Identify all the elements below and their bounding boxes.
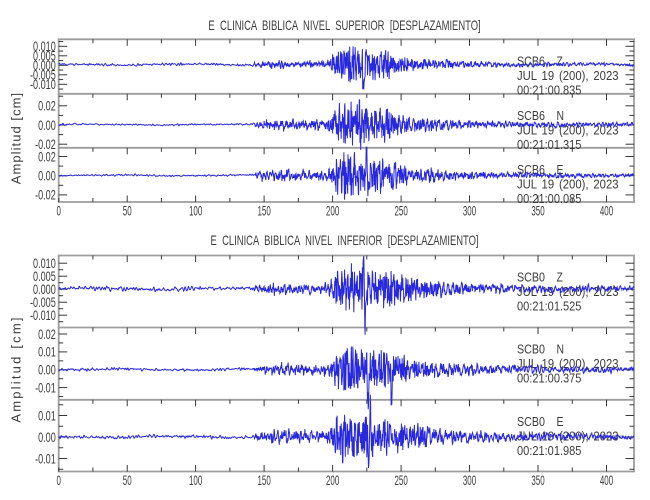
- svg-text:250: 250: [394, 474, 407, 489]
- svg-text:0.005: 0.005: [33, 48, 56, 65]
- svg-text:0.01: 0.01: [38, 344, 56, 361]
- svg-text:150: 150: [257, 204, 270, 219]
- svg-text:100: 100: [189, 204, 202, 219]
- svg-text:00:21:00.375: 00:21:00.375: [517, 371, 582, 386]
- svg-text:Amplitud [cm]: Amplitud [cm]: [9, 315, 24, 422]
- svg-text:E CLINICA BIBLICA NIVEL SUPERI: E CLINICA BIBLICA NIVEL SUPERIOR [DESPLA…: [208, 18, 480, 33]
- svg-text:100: 100: [189, 474, 202, 489]
- svg-text:00:21:01.985: 00:21:01.985: [517, 443, 582, 458]
- svg-text:0.02: 0.02: [38, 98, 56, 115]
- svg-text:0.010: 0.010: [33, 38, 56, 55]
- svg-text:-0.010: -0.010: [30, 76, 56, 93]
- svg-text:300: 300: [463, 204, 476, 219]
- svg-text:0.000: 0.000: [33, 281, 56, 298]
- svg-text:0.00: 0.00: [38, 429, 56, 446]
- svg-text:JUL 19 (200), 2023: JUL 19 (200), 2023: [517, 177, 619, 192]
- svg-text:0.005: 0.005: [33, 268, 56, 285]
- svg-text:0: 0: [56, 204, 60, 219]
- svg-text:350: 350: [531, 204, 544, 219]
- svg-text:200: 200: [326, 474, 339, 489]
- svg-text:SCB6: SCB6: [517, 162, 545, 177]
- svg-text:JUL 19 (200), 2023: JUL 19 (200), 2023: [517, 284, 619, 299]
- svg-text:SCB6: SCB6: [517, 53, 545, 68]
- svg-text:00:21:01.315: 00:21:01.315: [517, 137, 582, 152]
- svg-text:250: 250: [394, 204, 407, 219]
- svg-text:E CLINICA BIBLICA NIVEL INFERI: E CLINICA BIBLICA NIVEL INFERIOR [DESPLA…: [210, 234, 478, 249]
- svg-text:00:21:00.085: 00:21:00.085: [517, 191, 582, 206]
- svg-text:N: N: [557, 343, 565, 357]
- svg-text:Amplitud [cm]: Amplitud [cm]: [9, 92, 24, 184]
- svg-text:-0.005: -0.005: [30, 67, 56, 84]
- svg-text:-0.02: -0.02: [35, 187, 56, 204]
- svg-text:200: 200: [326, 204, 339, 219]
- svg-text:0.000: 0.000: [33, 57, 56, 74]
- svg-text:SCB0: SCB0: [517, 270, 545, 285]
- svg-text:JUL 19 (200), 2023: JUL 19 (200), 2023: [517, 68, 619, 83]
- svg-text:400: 400: [600, 204, 613, 219]
- svg-text:0.02: 0.02: [38, 148, 56, 165]
- svg-text:0.010: 0.010: [33, 255, 56, 272]
- svg-text:N: N: [557, 109, 565, 123]
- svg-text:JUL 19 (200), 2023: JUL 19 (200), 2023: [517, 123, 619, 138]
- svg-text:0.00: 0.00: [38, 362, 56, 379]
- svg-text:0: 0: [56, 474, 60, 489]
- svg-text:0.00: 0.00: [38, 117, 56, 134]
- svg-text:350: 350: [531, 474, 544, 489]
- svg-text:50: 50: [123, 204, 132, 219]
- svg-text:E: E: [557, 163, 564, 177]
- svg-text:00:21:01.525: 00:21:01.525: [517, 299, 582, 314]
- svg-text:0.00: 0.00: [38, 167, 56, 184]
- svg-text:-0.010: -0.010: [30, 307, 56, 324]
- svg-text:Z: Z: [557, 271, 563, 285]
- svg-text:0.02: 0.02: [38, 326, 56, 343]
- svg-text:-0.01: -0.01: [35, 450, 56, 467]
- svg-text:SCB6: SCB6: [517, 108, 545, 123]
- svg-text:-0.005: -0.005: [30, 294, 56, 311]
- svg-text:SCB0: SCB0: [517, 414, 545, 429]
- svg-text:E: E: [557, 415, 564, 429]
- svg-text:SCB0: SCB0: [517, 342, 545, 357]
- svg-text:-0.01: -0.01: [35, 379, 56, 396]
- svg-text:00:21:00.835: 00:21:00.835: [517, 83, 582, 98]
- svg-text:Z: Z: [557, 54, 563, 68]
- svg-text:150: 150: [257, 474, 270, 489]
- svg-text:0.01: 0.01: [38, 407, 56, 424]
- svg-text:-0.02: -0.02: [35, 136, 56, 153]
- svg-text:400: 400: [600, 474, 613, 489]
- svg-text:50: 50: [123, 474, 132, 489]
- svg-text:300: 300: [463, 474, 476, 489]
